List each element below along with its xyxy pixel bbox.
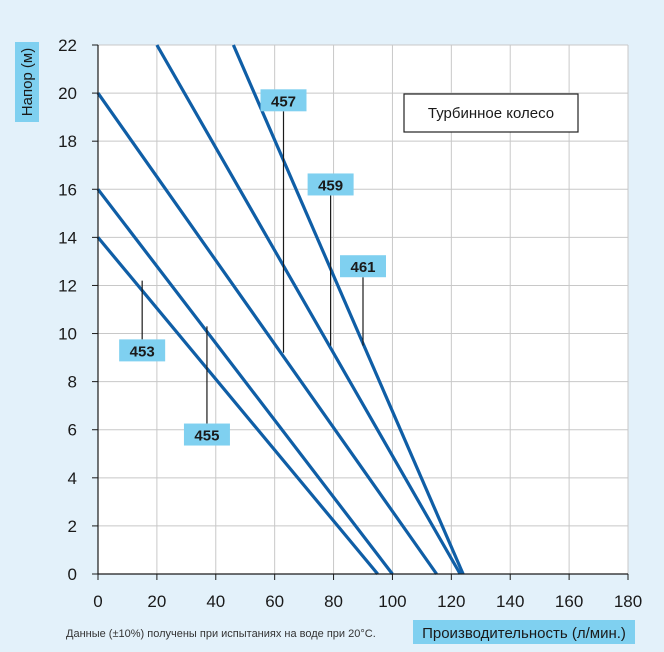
y-tick-label: 0 xyxy=(68,565,77,584)
legend-box xyxy=(403,93,579,133)
y-tick-label: 12 xyxy=(58,276,77,295)
x-axis-label: Производительность (л/мин.) xyxy=(422,625,626,642)
x-tick-label: 40 xyxy=(206,592,225,611)
x-tick-label: 160 xyxy=(555,592,583,611)
x-tick-label: 100 xyxy=(378,592,406,611)
x-tick-label: 140 xyxy=(496,592,524,611)
y-axis-label: Напор (м) xyxy=(19,48,36,116)
callout-label-453: 453 xyxy=(130,343,155,360)
callout-badge-455 xyxy=(183,423,230,446)
series-line-461 xyxy=(231,44,465,575)
y-tick-label: 2 xyxy=(68,517,77,536)
callout-label-455: 455 xyxy=(194,428,219,445)
y-tick-label: 14 xyxy=(58,228,77,247)
callout-label-457: 457 xyxy=(271,93,296,110)
y-tick-label: 20 xyxy=(58,84,77,103)
y-tick-label: 22 xyxy=(58,36,77,55)
series-line-459 xyxy=(155,44,462,575)
y-tick-label: 6 xyxy=(68,421,77,440)
y-tick-label: 4 xyxy=(68,469,77,488)
y-tick-label: 10 xyxy=(58,325,77,344)
x-axis-label-bg xyxy=(413,620,635,644)
x-tick-label: 20 xyxy=(147,592,166,611)
axes: 0 20 40 60 80 100 120 140 160 180 0 2 4 6 8 10 12 14 16 18 2… xyxy=(58,36,642,611)
x-tick-label: 60 xyxy=(265,592,284,611)
callout-badge-453 xyxy=(119,339,166,362)
callouts: 453 455 457 459 461 xyxy=(119,89,386,446)
y-tick-label: 8 xyxy=(68,373,77,392)
y-tick-label: 18 xyxy=(58,132,77,151)
x-tick-label: 120 xyxy=(437,592,465,611)
y-tick-label: 16 xyxy=(58,180,77,199)
x-tick-label: 80 xyxy=(324,592,343,611)
callout-label-459: 459 xyxy=(318,177,343,194)
callout-label-461: 461 xyxy=(350,259,375,276)
series-line-455 xyxy=(96,188,394,575)
y-axis-label-bg xyxy=(15,42,39,122)
x-tick-label: 0 xyxy=(93,592,102,611)
callout-badge-461 xyxy=(340,255,386,278)
x-tick-label: 180 xyxy=(614,592,642,611)
legend-text: Турбинное колесо xyxy=(428,105,554,122)
callout-badge-459 xyxy=(307,173,354,196)
series-line-453 xyxy=(96,236,379,576)
series-lines xyxy=(96,44,465,576)
footnote: Данные (±10%) получены при испытаниях на… xyxy=(66,628,376,640)
callout-badge-457 xyxy=(260,89,307,112)
series-line-457 xyxy=(96,92,438,575)
